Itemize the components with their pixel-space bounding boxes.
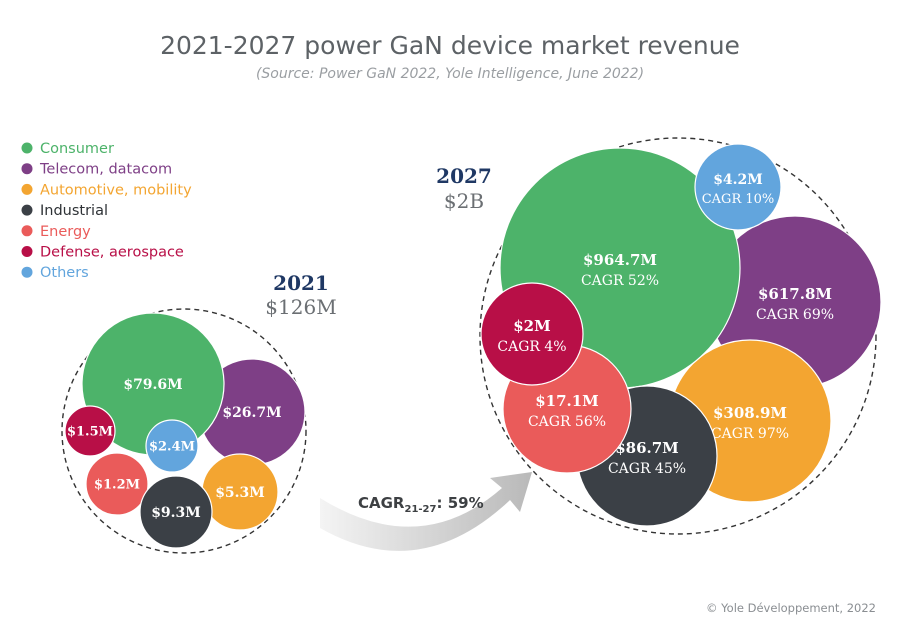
- growth-arrow-shape: [320, 472, 532, 551]
- bubble-2027-defense-aerospace-cagr-label: CAGR 4%: [497, 339, 566, 355]
- legend-label-industrial: Industrial: [40, 203, 108, 219]
- bubble-2027-consumer-value-label: $964.7M: [583, 251, 657, 269]
- growth-cagr-label: CAGR21-27: 59%: [358, 494, 484, 515]
- legend-label-defense-aerospace: Defense, aerospace: [40, 245, 184, 261]
- legend-marker-others: [21, 266, 33, 278]
- bubble-2027-defense-aerospace: [480, 282, 584, 386]
- legend-marker-energy: [21, 225, 33, 237]
- growth-cagr-prefix: CAGR: [358, 494, 405, 512]
- bubble-2027-others-cagr-label: CAGR 10%: [702, 192, 775, 207]
- chart-subtitle: (Source: Power GaN 2022, Yole Intelligen…: [256, 66, 644, 82]
- bubbles-2027: $617.8M CAGR 69% $308.9M CAGR 97% $964.7M CAG…: [480, 143, 882, 527]
- legend-marker-industrial: [21, 204, 33, 216]
- bubble-2021-defense-aerospace-value-label: $1.5M: [67, 425, 113, 440]
- chart-title: 2021-2027 power GaN device market revenu…: [160, 31, 740, 60]
- bubble-2027-telecom-datacom-cagr-label: CAGR 69%: [756, 307, 834, 323]
- bubble-2027-automotive-mobility-cagr-label: CAGR 97%: [711, 426, 789, 442]
- bubble-group-2021-outline: [61, 308, 307, 554]
- legend: Consumer Telecom, datacom Automotive, mobi…: [21, 141, 192, 281]
- bubble-2027-energy-value-label: $17.1M: [535, 392, 599, 410]
- bubble-2027-energy-cagr-label: CAGR 56%: [528, 414, 606, 430]
- legend-marker-consumer: [21, 142, 33, 154]
- bubble-2021-energy-value-label: $1.2M: [94, 478, 140, 493]
- bubble-2021-defense-aerospace: [64, 405, 116, 457]
- year-label-2027: 2027: [436, 164, 492, 188]
- growth-arrow: CAGR21-27: 59%: [320, 472, 532, 551]
- bubble-2027-automotive-mobility-value-label: $308.9M: [713, 404, 787, 422]
- legend-marker-defense-aerospace: [21, 246, 33, 257]
- bubble-2021-telecom-datacom-value-label: $26.7M: [222, 405, 281, 421]
- total-label-2027: $2B: [444, 189, 484, 213]
- bubble-2027-industrial-value-label: $86.7M: [615, 439, 679, 457]
- bubble-2021-others: [145, 419, 199, 473]
- bubble-2027-telecom-datacom-value-label: $617.8M: [758, 285, 832, 303]
- legend-label-energy: Energy: [40, 224, 91, 240]
- legend-marker-automotive-mobility: [21, 183, 33, 195]
- bubble-2021-automotive-mobility-value-label: $5.3M: [215, 485, 265, 501]
- legend-label-others: Others: [40, 265, 89, 281]
- copyright: © Yole Développement, 2022: [706, 601, 876, 615]
- legend-marker-telecom-datacom: [21, 163, 33, 175]
- bubble-2027-others-value-label: $4.2M: [713, 172, 763, 188]
- legend-label-consumer: Consumer: [40, 141, 114, 157]
- bubble-2027-others: [694, 143, 782, 231]
- year-label-2021: 2021: [273, 271, 329, 295]
- legend-label-telecom-datacom: Telecom, datacom: [39, 162, 172, 178]
- bubble-2021-energy: [85, 452, 149, 516]
- growth-cagr-subscript: 21-27: [404, 504, 436, 515]
- bubble-2021-consumer-value-label: $79.6M: [123, 377, 182, 393]
- bubble-2027-defense-aerospace-value-label: $2M: [513, 317, 550, 335]
- bubble-2027-industrial-cagr-label: CAGR 45%: [608, 461, 686, 477]
- growth-cagr-suffix: : 59%: [436, 494, 483, 512]
- legend-label-automotive-mobility: Automotive, mobility: [40, 182, 192, 198]
- bubble-2027-consumer-cagr-label: CAGR 52%: [581, 273, 659, 289]
- bubble-2021-industrial-value-label: $9.3M: [151, 505, 201, 521]
- bubble-group-2027-outline: [479, 137, 877, 535]
- bubble-2021-industrial: [139, 475, 213, 549]
- total-label-2021: $126M: [265, 295, 336, 319]
- bubble-2021-others-value-label: $2.4M: [149, 440, 195, 455]
- bubbles-2021: $26.7M $79.6M $1.5M $2.4M $1.2M $5.3M $9.3M: [64, 312, 306, 549]
